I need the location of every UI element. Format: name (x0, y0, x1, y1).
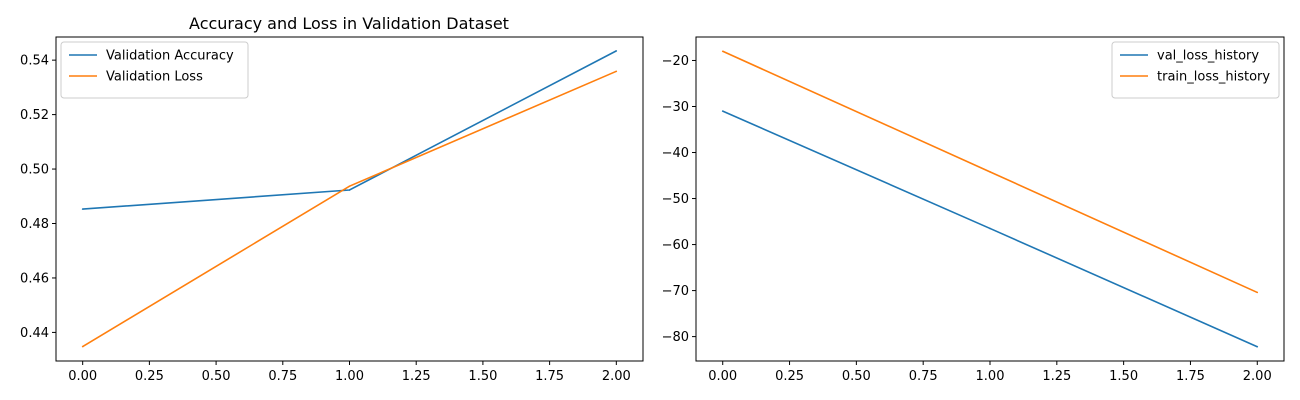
y-tick-label: 0.46 (20, 271, 49, 286)
data-point (348, 189, 351, 191)
legend: val_loss_history train_loss_history (1111, 41, 1280, 99)
y-tick-label: −40 (662, 146, 689, 161)
y-tick-label: −50 (662, 192, 689, 207)
x-tick-label: 1.75 (535, 369, 564, 384)
x-tick-label: 0.50 (842, 369, 871, 384)
x-tick-label: 1.25 (402, 369, 431, 384)
y-tick-label: 0.50 (20, 163, 49, 178)
data-point (721, 110, 724, 112)
data-point (81, 208, 84, 210)
x-tick-label: 0.50 (202, 369, 231, 384)
data-point (615, 50, 618, 52)
legend-label: Validation Loss (106, 70, 203, 85)
x-tick-label: 2.00 (602, 369, 631, 384)
x-tick-label: 1.00 (976, 369, 1005, 384)
y-tick-label: −20 (662, 54, 689, 69)
legend-box (60, 41, 249, 99)
data-point (615, 70, 618, 73)
x-tick-label: 0.25 (775, 369, 804, 384)
data-point (1256, 291, 1259, 294)
x-tick-label: 0.00 (68, 369, 97, 384)
x-tick-label: 1.50 (468, 369, 497, 384)
x-tick-label: 0.75 (268, 369, 297, 384)
data-point (721, 50, 724, 53)
data-point (989, 227, 991, 230)
legend-label: train_loss_history (1157, 70, 1270, 85)
legend-label: val_loss_history (1157, 49, 1259, 64)
legend-label: Validation Accuracy (106, 49, 234, 64)
data-point (81, 345, 84, 348)
x-tick-label: 1.50 (1109, 369, 1138, 384)
y-tick-label: 0.52 (20, 108, 49, 123)
data-point (1256, 345, 1259, 348)
y-tick-label: −70 (662, 284, 689, 299)
y-tick-label: 0.54 (20, 54, 49, 69)
x-tick-label: 1.75 (1176, 369, 1205, 384)
left-chart-title: Accuracy and Loss in Validation Dataset (189, 14, 509, 33)
left-chart: Accuracy and Loss in Validation Dataset … (20, 14, 644, 384)
y-tick-label: 0.48 (20, 217, 49, 232)
data-point (989, 171, 991, 173)
x-tick-label: 0.25 (135, 369, 164, 384)
right-plot-area: 0.00 0.25 0.50 0.75 1.00 1.25 1.50 1.75 2.00 −80 −… (662, 36, 1285, 384)
y-tick-label: −60 (662, 238, 689, 253)
y-tick-label: 0.44 (20, 326, 49, 341)
x-tick-label: 1.00 (335, 369, 364, 384)
right-chart: 0.00 0.25 0.50 0.75 1.00 1.25 1.50 1.75 2.00 −80 −… (662, 36, 1285, 384)
x-tick-label: 2.00 (1243, 369, 1272, 384)
legend-box (1111, 41, 1280, 99)
x-tick-label: 0.00 (708, 369, 737, 384)
left-plot-area: 0.00 0.25 0.50 0.75 1.00 1.25 1.50 1.75 2.00 0.44… (20, 36, 644, 384)
y-tick-label: −30 (662, 100, 689, 115)
y-tick-label: −80 (662, 330, 689, 345)
legend: Validation Accuracy Validation Loss (60, 41, 249, 99)
x-tick-label: 1.25 (1042, 369, 1071, 384)
x-tick-label: 0.75 (909, 369, 938, 384)
data-point (348, 185, 351, 188)
